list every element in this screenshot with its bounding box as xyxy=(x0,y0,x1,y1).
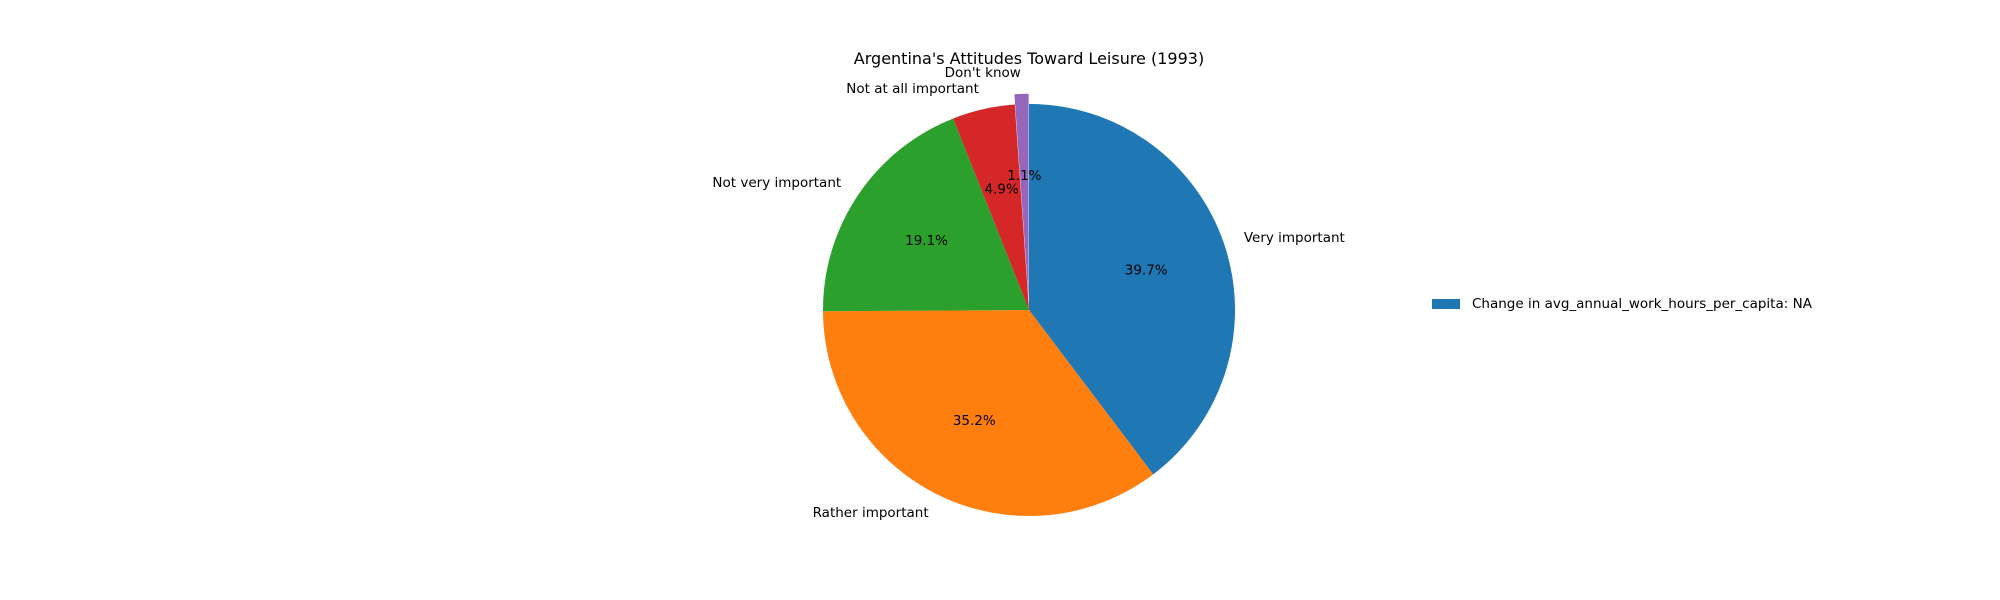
slice-label-not-very-important: Not very important xyxy=(712,175,841,191)
pie-slice-not-at-all-important xyxy=(953,104,1029,310)
slice-label-rather-important: Rather important xyxy=(813,505,929,521)
slice-pct-very-important: 39.7% xyxy=(1125,263,1168,279)
pie-slice-rather-important xyxy=(823,310,1154,516)
legend: Change in avg_annual_work_hours_per_capi… xyxy=(1432,296,1813,312)
slice-label-not-at-all-important: Not at all important xyxy=(846,81,979,97)
pie-slice-not-very-important xyxy=(823,118,1029,312)
slice-pct-not-at-all-important: 4.9% xyxy=(985,181,1019,197)
slice-pct-rather-important: 35.2% xyxy=(953,413,996,429)
pie-slices xyxy=(823,93,1235,516)
pie-slice-don-t-know xyxy=(1014,93,1029,300)
chart-title: Argentina's Attitudes Toward Leisure (19… xyxy=(854,49,1204,68)
pie-labels: Very important 39.7% Rather important 35.2%… xyxy=(712,65,1344,521)
slice-pct-don-t-know: 1.1% xyxy=(1007,168,1041,184)
slice-label-don-t-know: Don't know xyxy=(945,65,1021,81)
slice-label-very-important: Very important xyxy=(1244,230,1345,246)
pie-slice-very-important xyxy=(1029,104,1235,475)
slice-pct-not-very-important: 19.1% xyxy=(905,233,948,249)
legend-entry-label: Change in avg_annual_work_hours_per_capi… xyxy=(1472,296,1813,312)
legend-swatch xyxy=(1432,299,1460,309)
